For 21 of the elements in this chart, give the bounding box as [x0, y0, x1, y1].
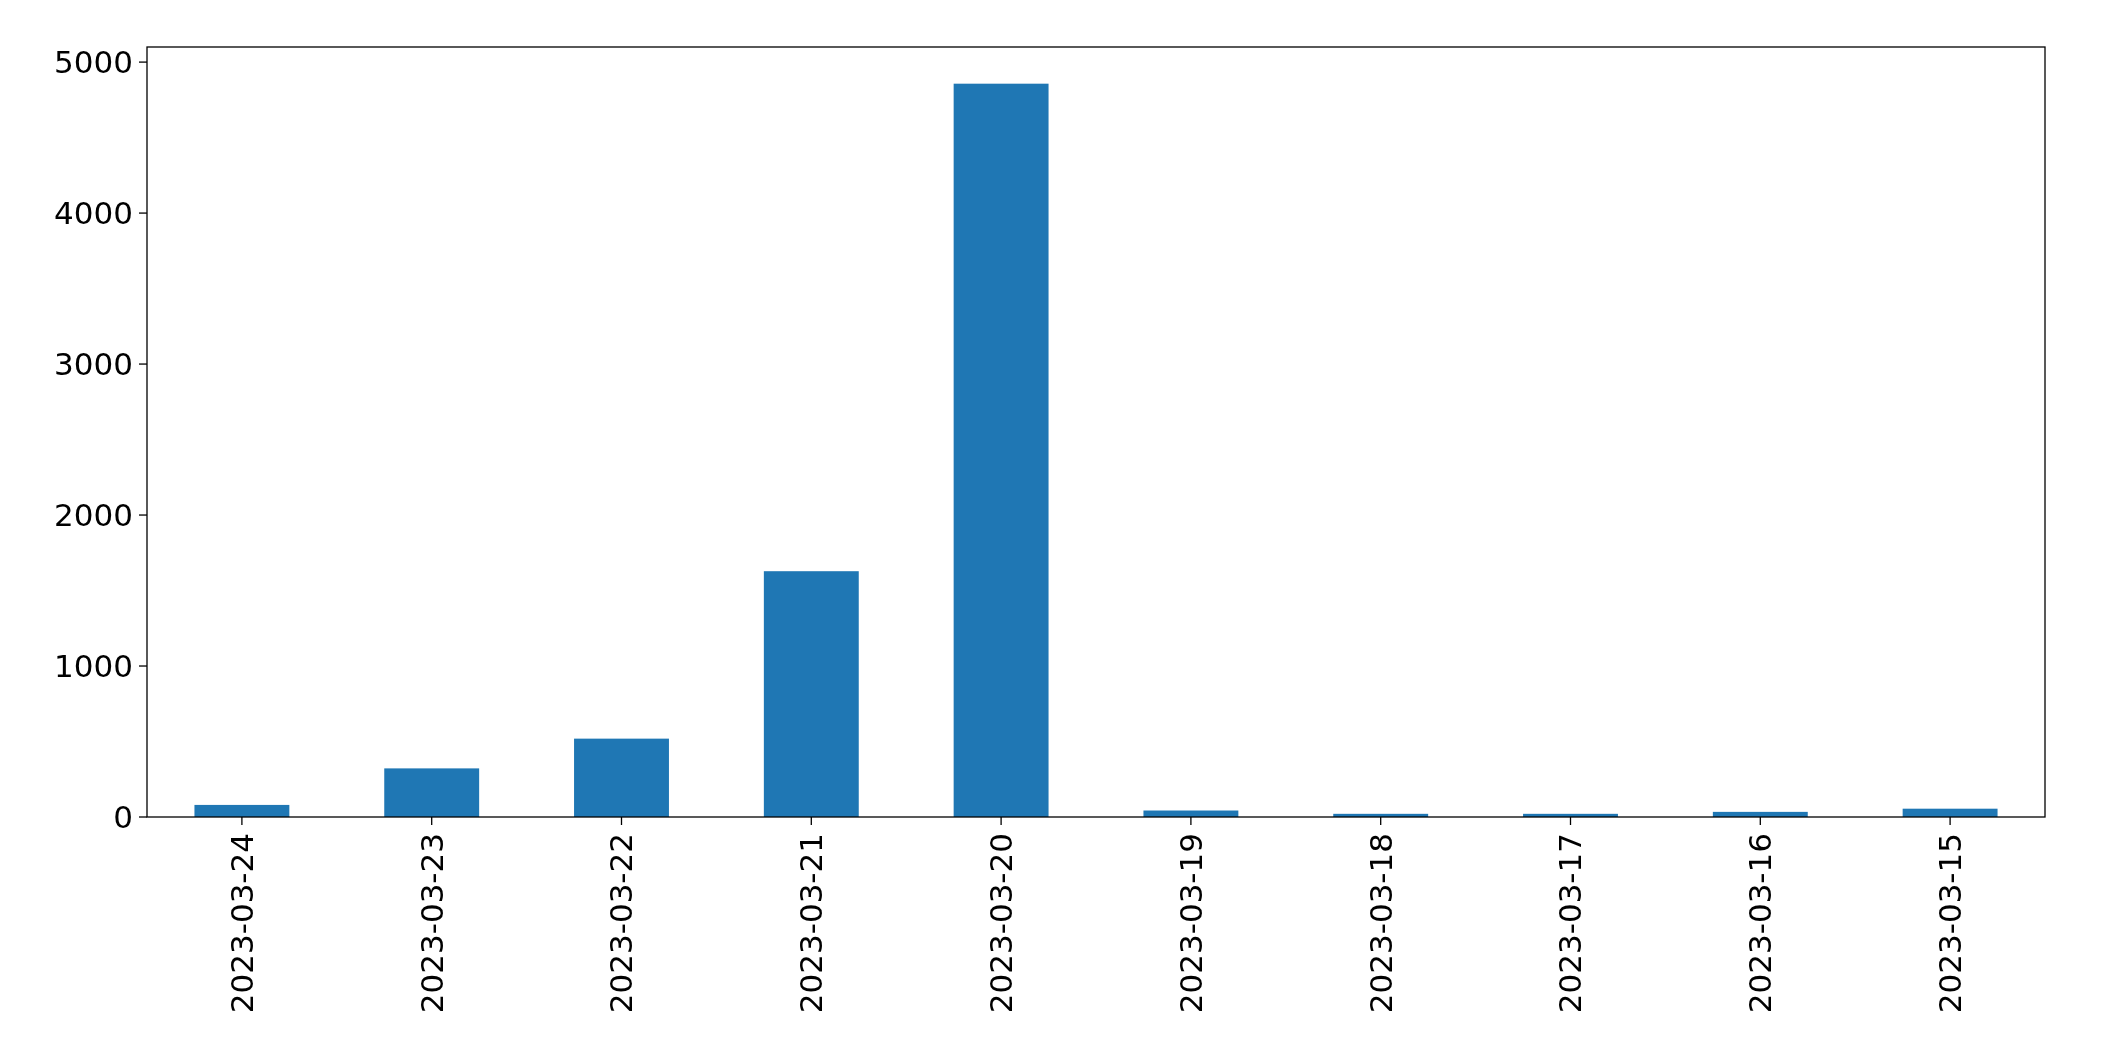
- x-tick-label: 2023-03-21: [793, 833, 830, 1014]
- x-tick-label: 2023-03-15: [1931, 833, 1968, 1014]
- x-tick-label: 2023-03-16: [1742, 833, 1779, 1014]
- y-tick-label: 3000: [54, 345, 133, 382]
- y-tick-label: 0: [113, 798, 133, 835]
- bar: [194, 804, 290, 817]
- x-tick-label: 2023-03-19: [1172, 833, 1209, 1014]
- bar: [953, 83, 1049, 817]
- x-tick-label: 2023-03-17: [1552, 833, 1589, 1014]
- x-tick-label: 2023-03-18: [1362, 833, 1399, 1014]
- x-tick-label: 2023-03-23: [413, 833, 450, 1014]
- y-tick-label: 5000: [54, 43, 133, 80]
- x-tick-label: 2023-03-24: [223, 833, 260, 1014]
- bar: [384, 768, 480, 817]
- y-tick-label: 1000: [54, 647, 133, 684]
- bar: [574, 738, 669, 817]
- y-tick-label: 2000: [54, 496, 133, 533]
- y-tick-label: 4000: [54, 194, 133, 231]
- x-tick-label: 2023-03-20: [982, 833, 1019, 1014]
- x-tick-label: 2023-03-22: [603, 833, 640, 1014]
- bar: [763, 571, 859, 817]
